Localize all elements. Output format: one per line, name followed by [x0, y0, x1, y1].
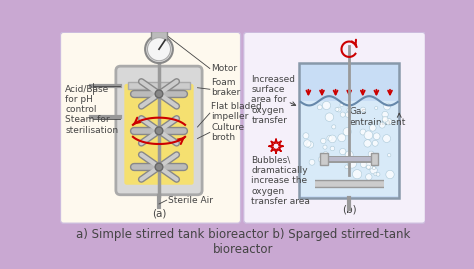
Circle shape: [374, 172, 377, 176]
Circle shape: [155, 127, 163, 135]
Circle shape: [370, 167, 377, 174]
Circle shape: [353, 169, 362, 179]
Circle shape: [309, 160, 315, 165]
Circle shape: [307, 141, 314, 148]
Circle shape: [332, 125, 336, 129]
Bar: [320, 153, 328, 165]
Circle shape: [304, 140, 311, 147]
Circle shape: [320, 138, 326, 144]
Circle shape: [339, 148, 346, 155]
Circle shape: [361, 107, 366, 112]
Circle shape: [337, 107, 341, 112]
Text: Acid/Base
for pH
control: Acid/Base for pH control: [65, 85, 109, 114]
Circle shape: [365, 161, 373, 169]
Bar: [371, 153, 378, 165]
Circle shape: [360, 129, 366, 135]
Circle shape: [373, 156, 377, 160]
Text: (a): (a): [152, 208, 166, 218]
Circle shape: [155, 90, 163, 98]
Circle shape: [364, 140, 371, 147]
Circle shape: [145, 35, 173, 63]
Text: Steam for
sterilisation: Steam for sterilisation: [65, 115, 118, 135]
Text: Increased
surface
area for
oxygen
transfer: Increased surface area for oxygen transf…: [251, 75, 295, 125]
Circle shape: [360, 161, 367, 168]
Text: Bubbles\
dramatically
increase the
oxygen
transfer area: Bubbles\ dramatically increase the oxyge…: [251, 155, 310, 206]
Circle shape: [372, 140, 378, 146]
Text: Gas
entrainment: Gas entrainment: [349, 107, 405, 127]
Text: Motor: Motor: [211, 64, 237, 73]
Circle shape: [322, 101, 330, 109]
Text: Foam
braker: Foam braker: [211, 78, 241, 97]
Circle shape: [368, 151, 374, 157]
Circle shape: [376, 172, 380, 176]
Text: Sterile Air: Sterile Air: [168, 196, 213, 205]
Circle shape: [147, 38, 171, 61]
Circle shape: [366, 165, 371, 169]
Circle shape: [328, 135, 336, 143]
Circle shape: [343, 128, 351, 136]
Circle shape: [345, 165, 349, 169]
Circle shape: [387, 153, 391, 157]
Circle shape: [374, 107, 378, 109]
Circle shape: [340, 103, 344, 107]
Circle shape: [330, 146, 335, 151]
Circle shape: [345, 151, 353, 159]
Circle shape: [155, 163, 163, 171]
Circle shape: [323, 145, 327, 149]
Bar: [301, 101, 398, 196]
Text: Culture
broth: Culture broth: [211, 123, 245, 142]
Circle shape: [325, 113, 334, 121]
Circle shape: [347, 108, 352, 112]
Circle shape: [372, 166, 375, 170]
FancyBboxPatch shape: [61, 32, 241, 223]
Circle shape: [382, 111, 388, 118]
FancyBboxPatch shape: [116, 66, 202, 195]
Circle shape: [383, 135, 391, 143]
Circle shape: [303, 133, 309, 139]
Circle shape: [373, 133, 380, 140]
Bar: [128, 82, 190, 89]
Circle shape: [327, 136, 332, 141]
FancyBboxPatch shape: [124, 84, 194, 185]
Circle shape: [319, 157, 324, 162]
Circle shape: [347, 159, 356, 168]
Bar: [299, 63, 399, 198]
Text: a) Simple stirred tank bioreactor b) Sparged stirred-tank
bioreactor: a) Simple stirred tank bioreactor b) Spa…: [76, 228, 410, 256]
Circle shape: [338, 134, 346, 142]
Circle shape: [385, 118, 392, 125]
Circle shape: [386, 170, 394, 179]
Circle shape: [383, 103, 391, 110]
FancyBboxPatch shape: [244, 32, 425, 223]
Circle shape: [379, 122, 385, 128]
Circle shape: [364, 131, 373, 140]
Text: Flat bladed
impeller: Flat bladed impeller: [211, 102, 262, 121]
Circle shape: [324, 151, 328, 155]
Bar: [151, 31, 167, 40]
Text: (b): (b): [342, 204, 356, 214]
Circle shape: [318, 105, 322, 110]
Circle shape: [382, 118, 388, 123]
Circle shape: [369, 125, 376, 131]
Circle shape: [335, 107, 339, 111]
Circle shape: [340, 112, 346, 117]
Circle shape: [365, 174, 372, 180]
Circle shape: [382, 116, 388, 122]
Circle shape: [346, 112, 351, 117]
